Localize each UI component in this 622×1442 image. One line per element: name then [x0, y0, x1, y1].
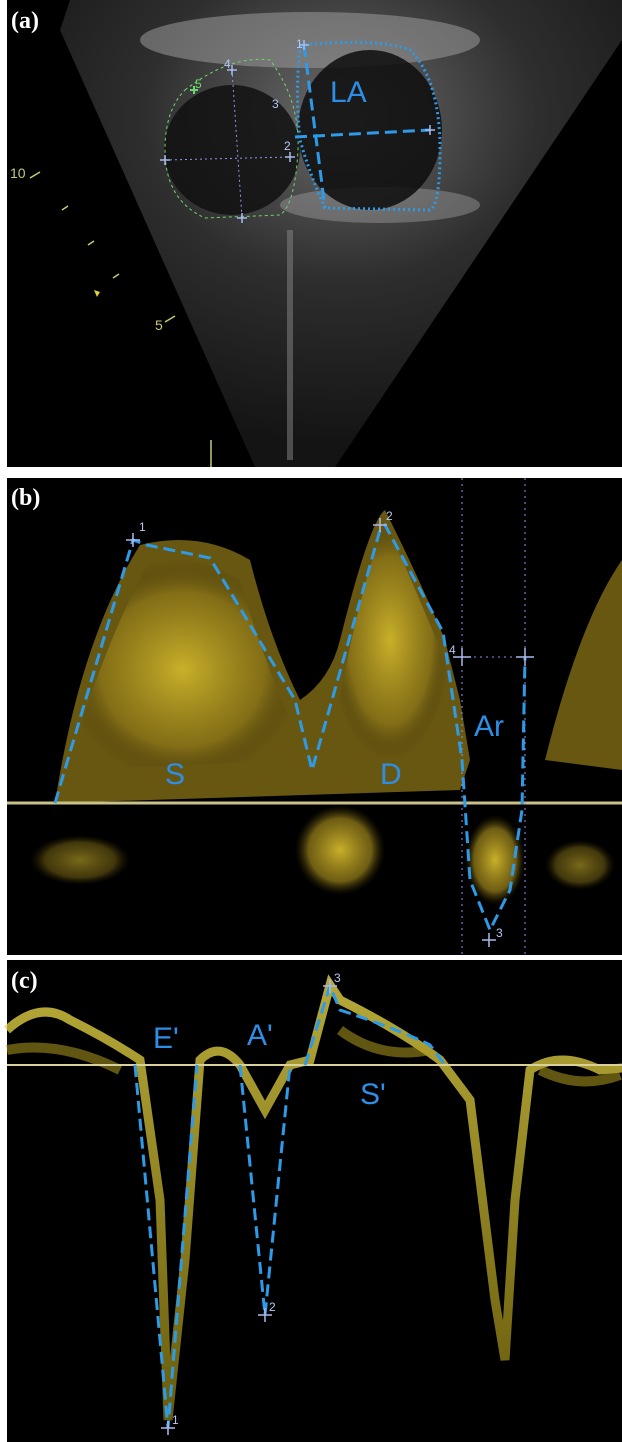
- flow-blob: [295, 805, 385, 895]
- chamber-label: LA: [330, 76, 367, 109]
- depth-label: 10: [10, 165, 26, 181]
- wave-label: S': [360, 1078, 386, 1111]
- point-label: 3: [496, 926, 503, 940]
- wave-label: S: [165, 758, 185, 791]
- wave-label: E': [153, 1022, 179, 1055]
- point-label: 2: [284, 139, 291, 153]
- point-label: 4: [224, 57, 231, 71]
- point-label: 1: [172, 1413, 179, 1427]
- point-label: 3: [334, 971, 341, 985]
- panel-a: (a) LA 10 5 1 2 3 4 5: [7, 0, 622, 467]
- point-label: 4: [449, 643, 456, 657]
- chamber-la: [298, 50, 442, 210]
- point-label: 3: [272, 97, 279, 111]
- chamber-left: [164, 85, 300, 215]
- wave-label: D: [380, 758, 402, 791]
- flow-blob: [545, 840, 615, 890]
- panel-label: (c): [11, 968, 38, 994]
- figure: (a) LA 10 5 1 2 3 4 5 (b) 1 2 3 4 S D Ar: [0, 0, 622, 1442]
- panel-c: (c) 1 2 3 E' A' S': [7, 960, 622, 1442]
- point-label: 5: [195, 77, 202, 91]
- flow-blob: [30, 835, 130, 885]
- point-label: 2: [386, 509, 393, 523]
- depth-label: 5: [155, 317, 163, 333]
- panel-label: (b): [11, 485, 40, 511]
- wave-label: Ar: [474, 710, 504, 743]
- panel-label: (a): [11, 8, 39, 34]
- wave-label: A': [247, 1019, 273, 1052]
- tissue: [140, 12, 480, 68]
- point-label: 1: [296, 37, 303, 51]
- point-label: 1: [139, 520, 146, 534]
- panel-b: (b) 1 2 3 4 S D Ar: [7, 478, 622, 955]
- point-label: 2: [269, 1300, 276, 1314]
